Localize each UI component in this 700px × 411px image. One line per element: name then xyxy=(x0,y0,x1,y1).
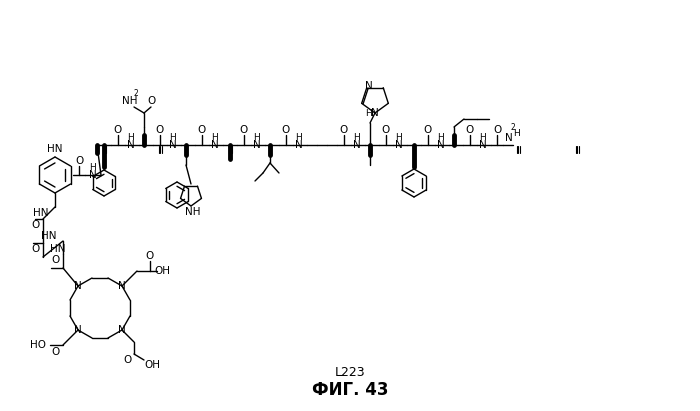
Text: N: N xyxy=(395,140,403,150)
Text: H: H xyxy=(395,134,402,143)
Text: O: O xyxy=(382,125,390,135)
Text: N: N xyxy=(505,133,513,143)
Text: H: H xyxy=(438,134,444,143)
Text: HN: HN xyxy=(32,208,48,218)
Text: O: O xyxy=(282,125,290,135)
Text: N: N xyxy=(353,140,361,150)
Text: H: H xyxy=(90,164,97,173)
Text: O: O xyxy=(493,125,501,135)
Text: N: N xyxy=(118,281,126,291)
Text: H: H xyxy=(211,134,218,143)
Text: N: N xyxy=(253,140,261,150)
Text: HN: HN xyxy=(41,231,56,241)
Text: N: N xyxy=(211,140,219,150)
Text: H: H xyxy=(253,134,260,143)
Text: NH: NH xyxy=(122,96,138,106)
Text: O: O xyxy=(424,125,432,135)
Text: HN: HN xyxy=(50,244,66,254)
Text: H: H xyxy=(354,134,360,143)
Text: O: O xyxy=(75,156,83,166)
Text: O: O xyxy=(156,125,164,135)
Text: 2: 2 xyxy=(134,88,139,97)
Text: O: O xyxy=(31,244,39,254)
Text: H: H xyxy=(169,134,176,143)
Text: H: H xyxy=(480,134,486,143)
Text: O: O xyxy=(340,125,348,135)
Text: L223: L223 xyxy=(335,365,365,379)
Text: N: N xyxy=(127,140,135,150)
Text: N: N xyxy=(479,140,487,150)
Text: N: N xyxy=(295,140,303,150)
Text: O: O xyxy=(146,251,154,261)
Text: N: N xyxy=(437,140,445,150)
Text: O: O xyxy=(52,255,60,265)
Text: HO: HO xyxy=(30,340,46,350)
Text: O: O xyxy=(147,96,155,106)
Text: NH: NH xyxy=(186,207,201,217)
Text: H: H xyxy=(295,134,302,143)
Text: H: H xyxy=(365,109,372,118)
Text: N: N xyxy=(365,81,372,91)
Text: OH: OH xyxy=(154,266,170,276)
Text: 2: 2 xyxy=(510,122,515,132)
Text: HN: HN xyxy=(48,144,63,154)
Text: N: N xyxy=(118,325,126,335)
Text: N: N xyxy=(169,140,177,150)
Text: OH: OH xyxy=(144,360,160,370)
Text: N: N xyxy=(74,325,82,335)
Text: O: O xyxy=(123,355,131,365)
Text: H: H xyxy=(127,134,134,143)
Text: H: H xyxy=(512,129,519,138)
Text: ФИГ. 43: ФИГ. 43 xyxy=(312,381,388,399)
Text: O: O xyxy=(198,125,206,135)
Text: N: N xyxy=(74,281,82,291)
Text: O: O xyxy=(240,125,248,135)
Text: N: N xyxy=(89,170,97,180)
Text: O: O xyxy=(114,125,122,135)
Text: O: O xyxy=(31,220,39,230)
Text: O: O xyxy=(52,347,60,357)
Text: N: N xyxy=(371,108,379,118)
Text: O: O xyxy=(466,125,474,135)
